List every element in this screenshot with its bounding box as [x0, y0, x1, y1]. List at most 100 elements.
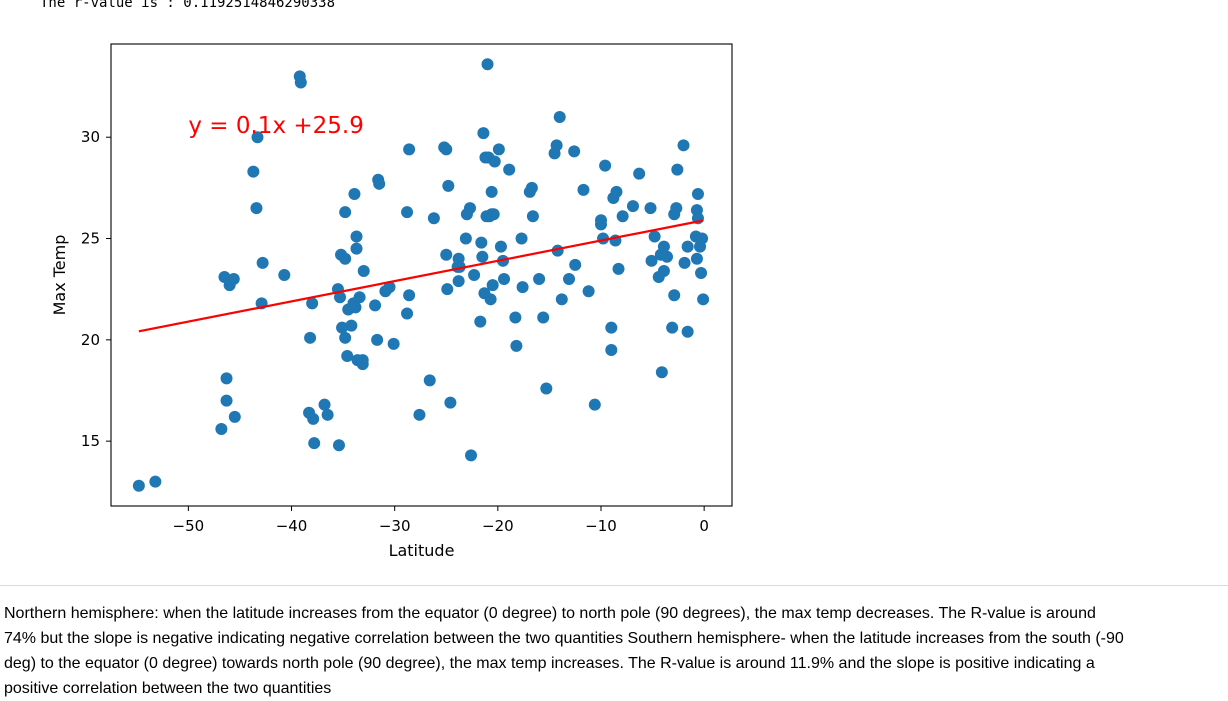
scatter-point [318, 398, 331, 411]
y-axis-label: Max Temp [50, 235, 69, 316]
scatter-point [339, 331, 352, 344]
scatter-point [555, 293, 568, 306]
scatter-point [403, 289, 416, 302]
scatter-point [668, 289, 681, 302]
scatter-point [510, 339, 523, 352]
scatter-point [553, 110, 566, 123]
scatter-point [401, 307, 414, 320]
scatter-point [334, 291, 347, 304]
scatter-point [681, 240, 694, 253]
scatter-point [503, 163, 516, 176]
scatter-point [341, 350, 354, 363]
scatter-point [304, 331, 317, 344]
scatter-point [440, 143, 453, 156]
x-axis-label: Latitude [389, 541, 455, 560]
scatter-point [568, 145, 581, 158]
scatter-point [474, 315, 487, 328]
scatter-point [537, 311, 550, 324]
scatter-point [671, 163, 684, 176]
scatter-point [413, 408, 426, 421]
scatter-point [670, 202, 683, 215]
scatter-point [484, 293, 497, 306]
scatter-point [582, 285, 595, 298]
scatter-point [605, 343, 618, 356]
x-tick-label: −20 [482, 517, 514, 535]
scatter-point [681, 325, 694, 338]
scatter-point [487, 208, 500, 221]
scatter-point [220, 372, 233, 385]
scatter-point [444, 396, 457, 409]
scatter-point [697, 293, 710, 306]
scatter-point [612, 262, 625, 275]
scatter-point [690, 252, 703, 265]
scatter-point [250, 202, 263, 215]
scatter-point [569, 258, 582, 271]
scatter-point [373, 177, 386, 190]
scatter-point [307, 412, 320, 425]
markdown-line: positive correlation between the two qua… [4, 680, 332, 697]
scatter-point [149, 475, 162, 488]
scatter-point [401, 206, 414, 219]
scatter-point [350, 242, 363, 255]
axes-frame [110, 43, 733, 507]
scatter-point [515, 232, 528, 245]
scatter-point [403, 143, 416, 156]
y-axis-ticks: 15 20 25 30 [81, 128, 111, 450]
markdown-line: 74% but the slope is negative indicating… [4, 630, 1124, 647]
scatter-point [345, 319, 358, 332]
scatter-point [516, 281, 529, 294]
r-value-output: The r-value is : 0.1192514846290338 [40, 0, 336, 11]
scatter-point [339, 206, 352, 219]
scatter-point [599, 159, 612, 172]
scatter-point [677, 139, 690, 152]
scatter-plot: y = 0.1x +25.9 −50 −40 −30 −20 −10 0 15 20 25 30… [50, 43, 733, 560]
scatter-point [357, 264, 370, 277]
x-tick-label: −40 [276, 517, 308, 535]
scatter-point [657, 240, 670, 253]
scatter-point [442, 179, 455, 192]
scatter-point [132, 479, 145, 492]
scatter-point [645, 254, 658, 267]
scatter-point [220, 394, 233, 407]
scatter-point [633, 167, 646, 180]
x-tick-label: −30 [379, 517, 411, 535]
scatter-point [605, 321, 618, 334]
scatter-point [251, 131, 264, 144]
scatter-point [247, 165, 260, 178]
scatter-point [526, 210, 539, 223]
scatter-point [691, 187, 704, 200]
scatter-point [383, 281, 396, 294]
scatter-point [227, 273, 240, 286]
scatter-point [350, 230, 363, 243]
scatter-point [306, 297, 319, 310]
scatter-point [339, 252, 352, 265]
scatter-point [486, 279, 499, 292]
scatter-point [468, 269, 481, 281]
scatter-point [563, 273, 576, 286]
scatter-point [644, 202, 657, 215]
scatter-point [661, 250, 674, 263]
scatter-point [423, 374, 436, 387]
scatter-point [616, 210, 629, 223]
scatter-point [695, 266, 708, 279]
markdown-cell: Northern hemisphere: when the latitude i… [4, 601, 1228, 701]
scatter-point [476, 250, 489, 263]
scatter-point [666, 321, 679, 334]
scatter-point [459, 232, 472, 245]
scatter-point [321, 408, 334, 421]
scatter-point [550, 139, 563, 152]
scatter-point [256, 256, 269, 269]
scatter-point [610, 185, 623, 198]
scatter-point [509, 311, 522, 324]
scatter-point [356, 354, 369, 367]
scatter-point [336, 321, 349, 334]
x-axis-ticks: −50 −40 −30 −20 −10 0 [173, 506, 709, 535]
scatter-point [215, 423, 228, 435]
y-tick-label: 20 [81, 331, 100, 349]
y-tick-label: 30 [81, 128, 100, 146]
regression-line [138, 219, 704, 333]
scatter-point [349, 301, 362, 314]
scatter-point [308, 437, 321, 450]
scatter-point [485, 185, 498, 198]
scatter-point [696, 232, 709, 245]
